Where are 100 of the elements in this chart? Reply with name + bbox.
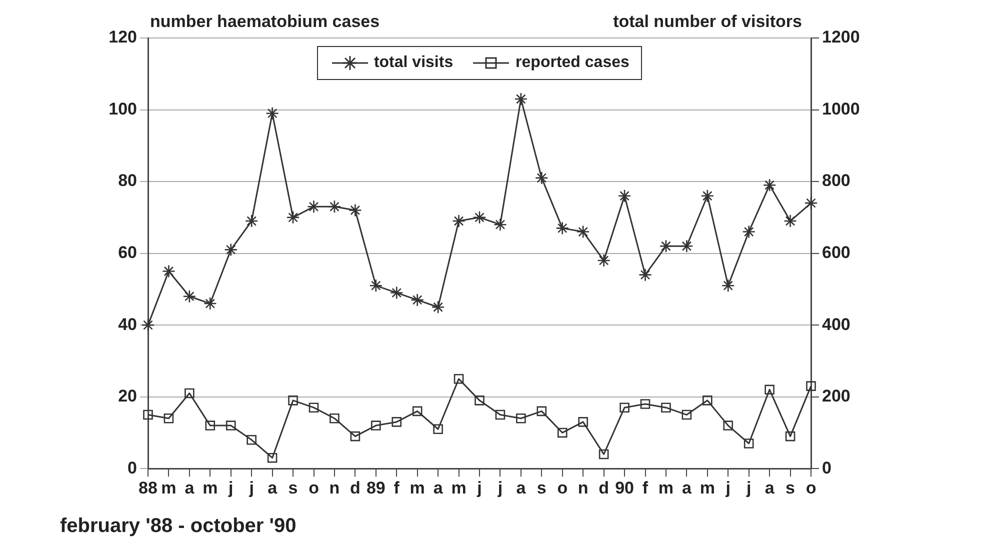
point xyxy=(638,268,652,282)
point xyxy=(556,222,570,235)
legend-label: total visits xyxy=(374,54,454,72)
x-tick-label: a xyxy=(433,478,444,498)
point xyxy=(330,413,340,424)
y-axis-title: number haematobium cases xyxy=(150,12,380,32)
y-tick-label: 20 xyxy=(118,386,137,406)
y2-tick-label: 200 xyxy=(822,386,850,406)
point xyxy=(452,214,466,228)
x-tick-label: a xyxy=(184,478,195,498)
point xyxy=(618,189,632,203)
point xyxy=(224,243,238,256)
point xyxy=(205,420,216,430)
point xyxy=(702,396,712,406)
point xyxy=(514,92,528,106)
point xyxy=(598,449,609,460)
point xyxy=(576,225,590,238)
point xyxy=(143,410,153,420)
point xyxy=(764,384,774,395)
point xyxy=(182,290,196,304)
x-tick-label: j xyxy=(745,478,752,498)
y-tick-label: 80 xyxy=(118,171,137,190)
point xyxy=(721,278,735,292)
x-tick-label: o xyxy=(806,478,816,498)
x-tick-label: a xyxy=(268,478,278,498)
y-tick-label: 100 xyxy=(108,99,137,118)
point xyxy=(472,210,486,224)
x-tick-label: j xyxy=(248,478,254,498)
x-tick-label: s xyxy=(786,478,796,498)
point xyxy=(431,300,445,314)
point xyxy=(804,196,818,210)
y2-tick-label: 1000 xyxy=(822,99,860,118)
point xyxy=(536,406,547,416)
y-tick-label: 0 xyxy=(128,458,137,478)
point xyxy=(742,225,756,238)
x-tick-label: j xyxy=(724,478,730,498)
point xyxy=(785,431,796,442)
x-tick-label: n xyxy=(578,478,588,498)
x-tick-label: a xyxy=(516,478,526,498)
point xyxy=(495,410,506,420)
point xyxy=(494,218,507,232)
point xyxy=(266,106,279,120)
point xyxy=(244,214,258,228)
x-tick-label: a xyxy=(764,478,775,498)
point xyxy=(578,417,588,427)
point xyxy=(162,264,176,278)
point xyxy=(328,200,342,214)
y-tick-label: 60 xyxy=(118,242,137,262)
point xyxy=(682,410,692,420)
point xyxy=(700,189,714,203)
y2-axis-title: total number of visitors xyxy=(613,12,802,32)
x-tick-label: 88 xyxy=(138,478,158,498)
point xyxy=(204,296,217,310)
point xyxy=(392,417,402,427)
x-tick-label: m xyxy=(700,478,715,498)
point xyxy=(474,396,484,406)
point xyxy=(412,406,422,416)
point xyxy=(762,178,776,192)
point xyxy=(246,435,256,445)
legend-label: reported cases xyxy=(516,54,630,72)
point xyxy=(348,204,362,217)
point xyxy=(288,396,298,406)
x-tick-label: m xyxy=(451,478,466,498)
point xyxy=(640,399,650,409)
point xyxy=(557,428,568,438)
point xyxy=(433,424,443,434)
point xyxy=(535,171,548,185)
x-tick-label: j xyxy=(476,478,482,498)
x-tick-label: 89 xyxy=(366,478,386,498)
point xyxy=(308,402,319,412)
x-tick-label: m xyxy=(161,478,176,498)
x-tick-label: o xyxy=(308,478,319,498)
point xyxy=(286,210,300,224)
point xyxy=(164,413,174,424)
y-tick-label: 40 xyxy=(118,314,137,334)
x-tick-label: d xyxy=(350,478,360,498)
y2-tick-label: 0 xyxy=(822,458,832,478)
x-tick-label: m xyxy=(202,478,218,498)
x-tick-label: a xyxy=(682,478,692,498)
point xyxy=(723,420,734,430)
x-tick-label: f xyxy=(394,478,400,498)
y-tick-label: 120 xyxy=(108,28,137,47)
x-tick-label: d xyxy=(598,478,610,498)
point xyxy=(597,254,610,268)
x-tick-label: f xyxy=(642,478,648,498)
point xyxy=(454,374,464,384)
y2-tick-label: 400 xyxy=(822,314,850,334)
point xyxy=(226,420,236,430)
x-tick-label: s xyxy=(536,478,546,498)
point xyxy=(516,413,526,424)
point xyxy=(806,381,816,391)
point xyxy=(390,286,404,300)
x-tick-label: j xyxy=(496,478,503,498)
x-axis-title: february '88 - october '90 xyxy=(60,515,296,538)
point xyxy=(350,431,360,442)
point xyxy=(784,214,797,228)
y2-tick-label: 600 xyxy=(822,242,850,262)
x-tick-label: m xyxy=(410,478,425,498)
point xyxy=(410,293,424,307)
x-tick-label: o xyxy=(557,478,568,498)
